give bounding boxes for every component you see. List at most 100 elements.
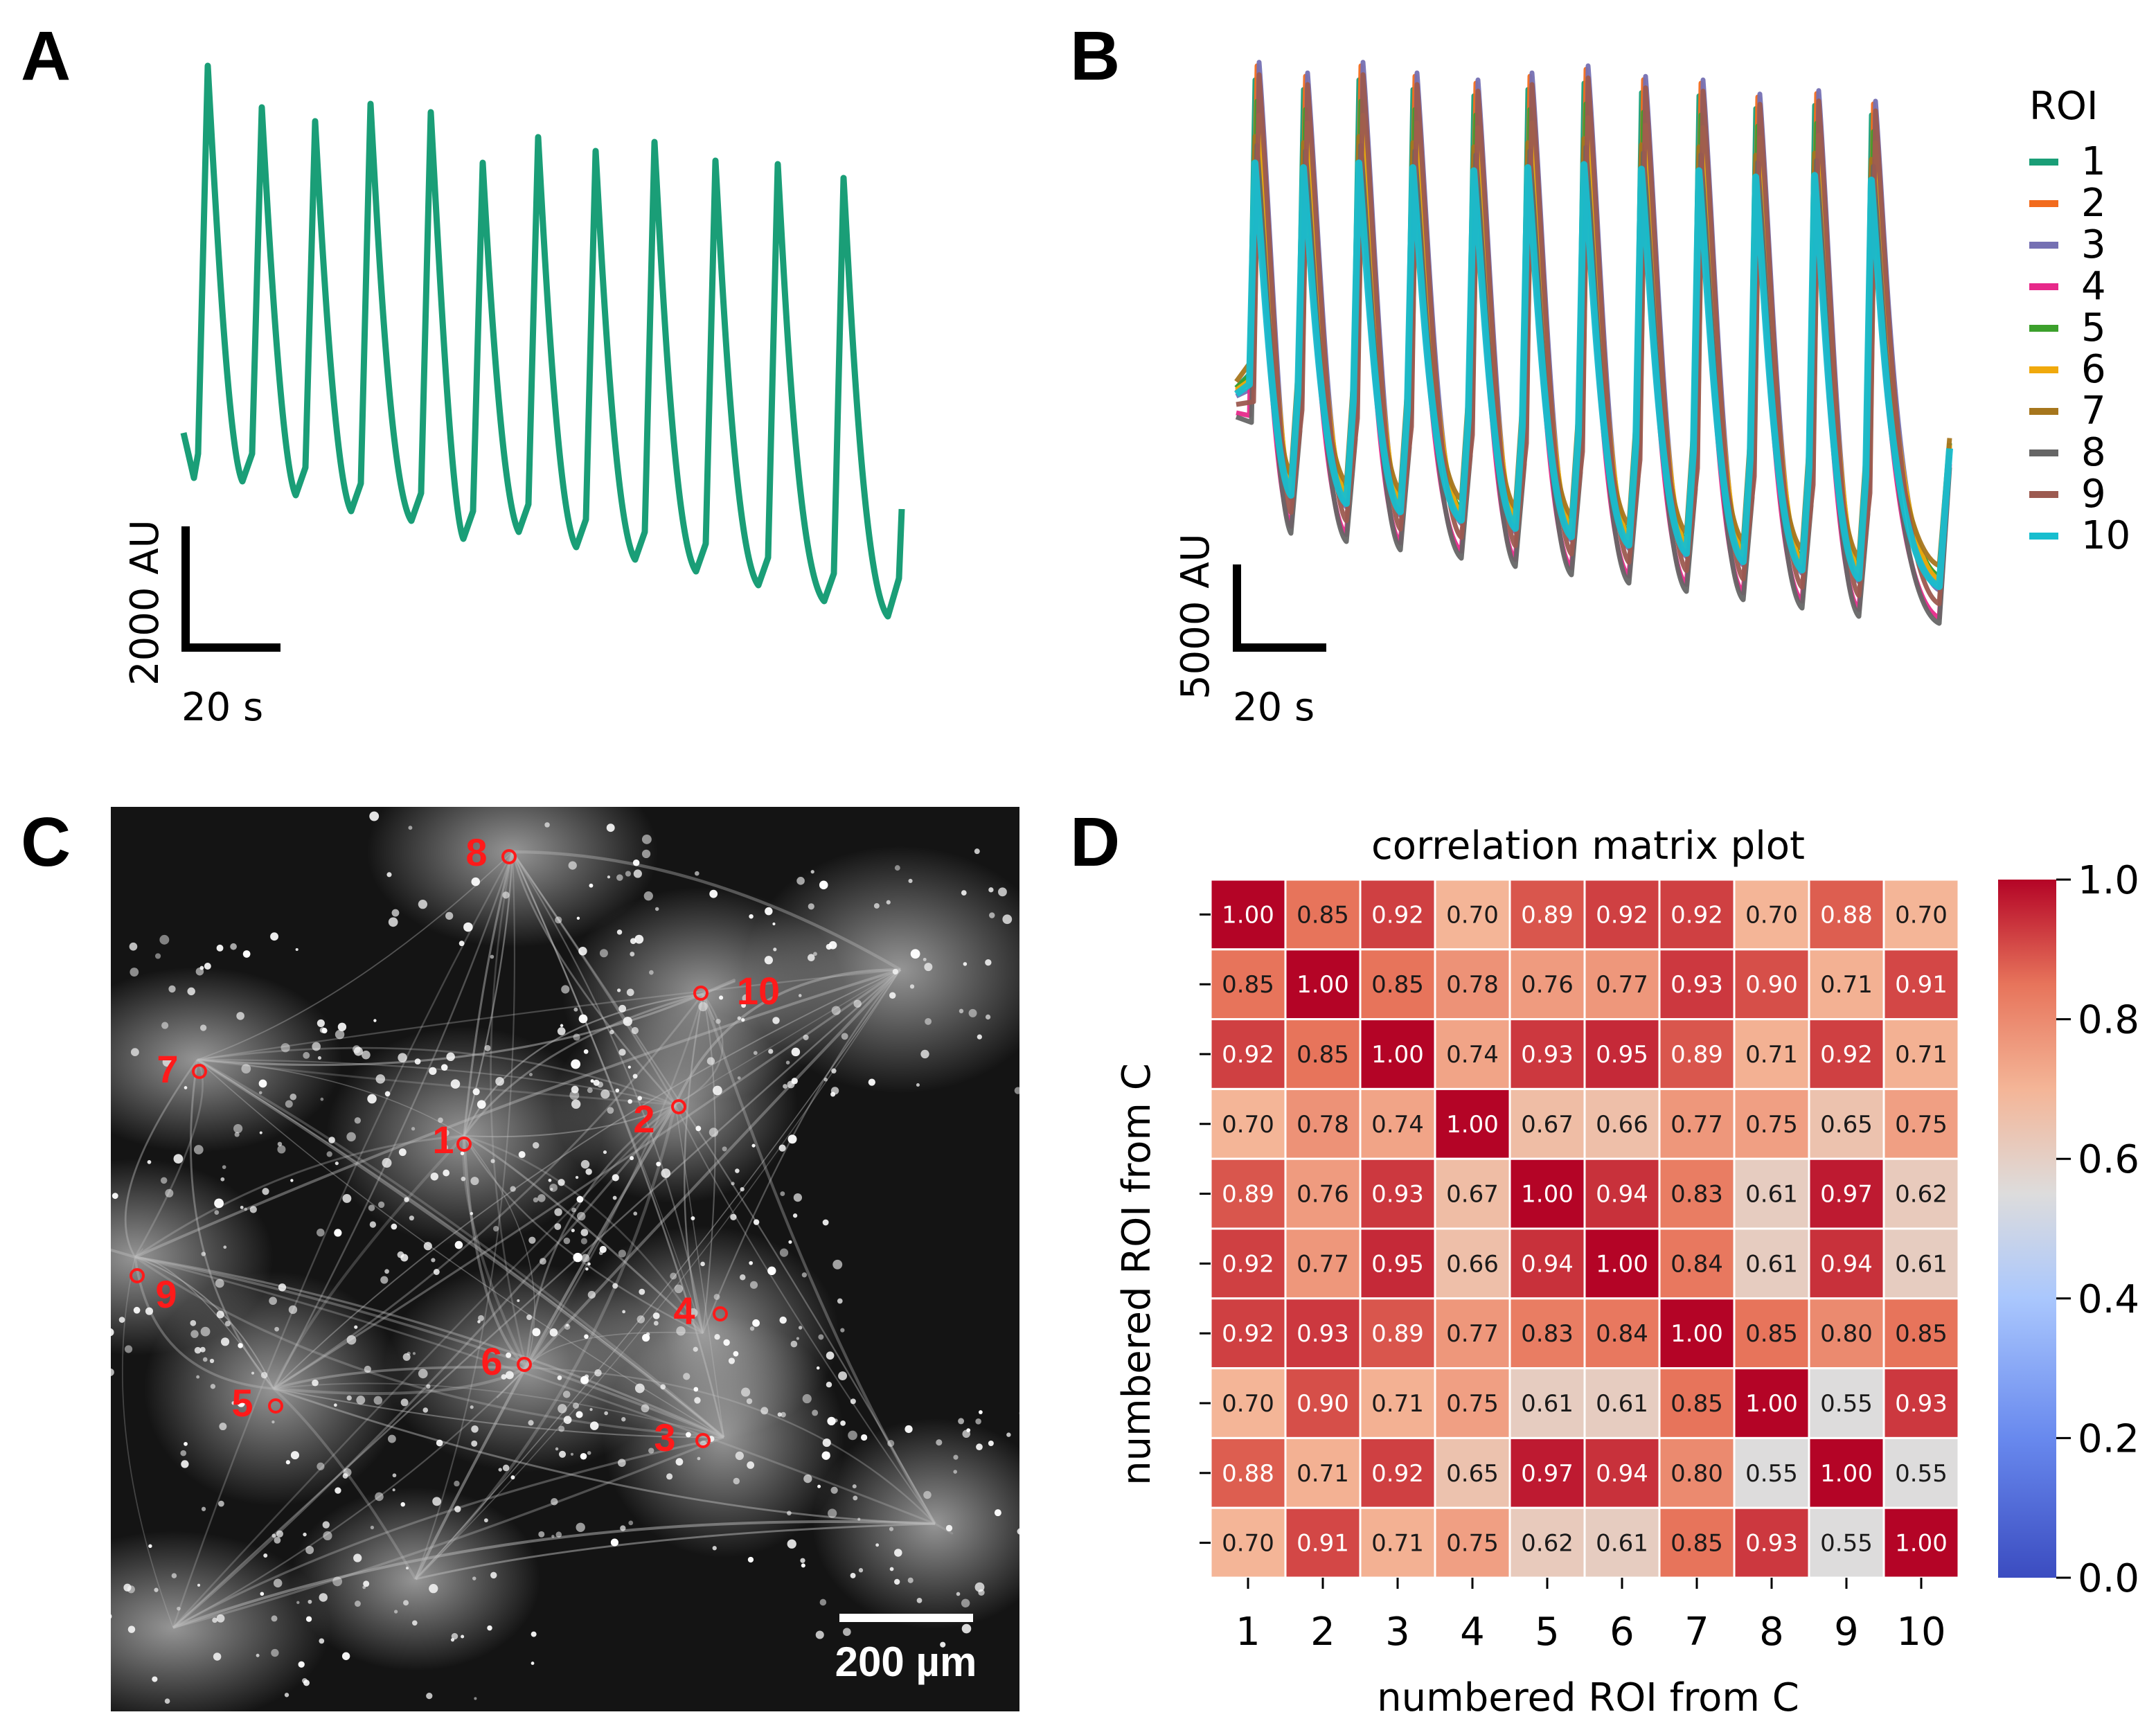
heatmap-cell-label: 0.76	[1297, 1181, 1349, 1209]
panel-b-scale-y: 5000 AU	[1173, 533, 1218, 700]
heatmap-cell-label: 0.55	[1895, 1460, 1948, 1488]
legend-label: 8	[2081, 430, 2106, 475]
heatmap-cell-label: 0.74	[1446, 1041, 1499, 1069]
roi-1-circle	[456, 1137, 472, 1152]
heatmap-cell	[1658, 1227, 1736, 1300]
heatmap-cell	[1434, 1087, 1511, 1160]
panel-b-traces	[1234, 60, 1953, 626]
colorbar-tick-label: 0.8	[2078, 998, 2139, 1043]
heatmap-cell-label: 0.55	[1820, 1390, 1873, 1418]
roi-2-circle	[671, 1099, 686, 1114]
heatmap-title: correlation matrix plot	[1371, 823, 1805, 869]
heatmap-xtick: 1	[1236, 1610, 1260, 1655]
roi-9-label: 9	[155, 1272, 177, 1316]
heatmap-xtick: 7	[1684, 1610, 1709, 1655]
heatmap-cell-label: 0.85	[1297, 901, 1349, 929]
heatmap-cell	[1733, 1367, 1810, 1439]
heatmap-cell	[1882, 1018, 1960, 1090]
heatmap-cell	[1508, 1297, 1586, 1370]
heatmap-cell	[1658, 1087, 1736, 1160]
heatmap-cell-label: 0.61	[1895, 1250, 1948, 1278]
heatmap-cell-label: 0.71	[1745, 1041, 1798, 1069]
roi-5-circle	[268, 1398, 283, 1414]
heatmap-cell-label: 0.70	[1222, 1390, 1274, 1418]
roi-6-circle	[517, 1357, 532, 1372]
heatmap-cell	[1658, 1018, 1736, 1090]
heatmap-xtick: 10	[1896, 1610, 1945, 1655]
heatmap-cell-label: 1.00	[1446, 1111, 1499, 1139]
roi-10-circle	[693, 986, 709, 1001]
heatmap-cell-label: 0.77	[1297, 1250, 1349, 1278]
panel-a-scale-y: 2000 AU	[123, 519, 168, 686]
heatmap-cell	[1434, 1227, 1511, 1300]
heatmap-cell-label: 0.77	[1446, 1320, 1499, 1348]
heatmap-cell-label: 0.90	[1745, 971, 1798, 999]
colorbar-tick-label: 0.0	[2078, 1556, 2139, 1601]
heatmap-cell-label: 0.94	[1521, 1250, 1574, 1278]
heatmap-cell-label: 0.92	[1222, 1320, 1274, 1348]
heatmap-cell-label: 0.88	[1222, 1460, 1274, 1488]
heatmap-cell-label: 1.00	[1297, 971, 1349, 999]
heatmap-cell-label: 1.00	[1521, 1181, 1574, 1209]
heatmap-cell	[1808, 1297, 1885, 1370]
heatmap-cell-label: 0.84	[1671, 1250, 1723, 1278]
heatmap-cell	[1359, 1018, 1436, 1090]
roi-2-label: 2	[633, 1097, 654, 1141]
colorbar-ticks: 0.0 0.2 0.4 0.6 0.8 1.0	[2056, 858, 2139, 1601]
heatmap-cell-label: 0.88	[1820, 901, 1873, 929]
heatmap-cell-label: 0.83	[1671, 1181, 1723, 1209]
panel-a-trace	[180, 62, 905, 620]
heatmap-cell	[1808, 1436, 1885, 1509]
heatmap-cell-label: 0.70	[1222, 1111, 1274, 1139]
heatmap-cell	[1882, 1227, 1960, 1300]
panel-a-label: A	[21, 17, 71, 95]
heatmap-cell	[1583, 878, 1661, 951]
heatmap-cell	[1658, 1157, 1736, 1230]
heatmap-cell-label: 0.70	[1745, 901, 1798, 929]
heatmap-cell-label: 0.93	[1297, 1320, 1349, 1348]
heatmap-cell	[1284, 1367, 1362, 1439]
legend-label: 5	[2081, 305, 2106, 350]
heatmap-cell-label: 0.85	[1671, 1530, 1723, 1558]
heatmap: 1.00 0.85 0.92 0.70 0.89 0.92 0.92 0.70 0.88 0.70…	[1200, 878, 1960, 1655]
heatmap-cell-label: 0.93	[1671, 971, 1723, 999]
heatmap-cell	[1882, 878, 1960, 951]
heatmap-cell	[1359, 878, 1436, 951]
heatmap-cell-label: 0.92	[1222, 1041, 1274, 1069]
heatmap-cell-label: 0.66	[1446, 1250, 1499, 1278]
heatmap-cell-label: 0.84	[1596, 1320, 1648, 1348]
heatmap-cell	[1882, 948, 1960, 1021]
roi-10-label: 10	[737, 969, 780, 1013]
heatmap-cell-label: 0.91	[1895, 971, 1948, 999]
micrograph-scalebar-label: 200 µm	[835, 1639, 977, 1685]
heatmap-cell-label: 0.91	[1297, 1530, 1349, 1558]
heatmap-cell-label: 0.75	[1745, 1111, 1798, 1139]
heatmap-cell-label: 0.71	[1820, 971, 1873, 999]
heatmap-cell	[1508, 948, 1586, 1021]
heatmap-cell-label: 0.89	[1371, 1320, 1424, 1348]
heatmap-xtick: 4	[1460, 1610, 1485, 1655]
heatmap-xtick: 2	[1310, 1610, 1335, 1655]
colorbar-tick-label: 0.4	[2078, 1277, 2139, 1322]
roi-8-circle	[501, 849, 517, 864]
heatmap-cell	[1434, 1367, 1511, 1439]
heatmap-cell	[1583, 1087, 1661, 1160]
heatmap-cell	[1434, 1297, 1511, 1370]
heatmap-cell-label: 1.00	[1895, 1530, 1948, 1558]
heatmap-cell	[1583, 948, 1661, 1021]
heatmap-cell-label: 0.70	[1446, 901, 1499, 929]
heatmap-cell-label: 0.74	[1371, 1111, 1424, 1139]
heatmap-cell	[1583, 1297, 1661, 1370]
heatmap-cell-label: 0.85	[1371, 971, 1424, 999]
legend-label: 4	[2081, 264, 2106, 309]
heatmap-cell	[1583, 1367, 1661, 1439]
heatmap-cell-label: 0.70	[1222, 1530, 1274, 1558]
heatmap-cell	[1359, 1297, 1436, 1370]
heatmap-cell-label: 0.93	[1745, 1530, 1798, 1558]
heatmap-cell-label: 0.97	[1820, 1181, 1873, 1209]
heatmap-cell	[1359, 948, 1436, 1021]
heatmap-cell-label: 0.67	[1521, 1111, 1574, 1139]
roi-7-circle	[192, 1064, 207, 1079]
heatmap-cell-label: 0.83	[1521, 1320, 1574, 1348]
